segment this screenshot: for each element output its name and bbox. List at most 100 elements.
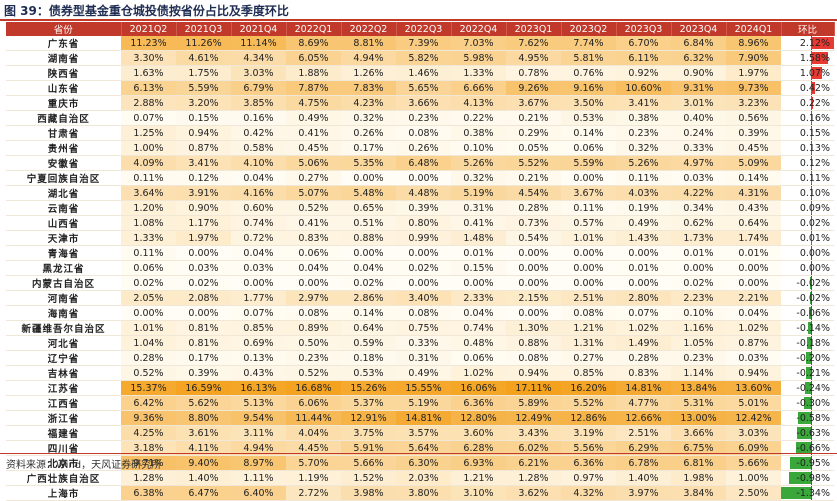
value-cell: 0.10% (451, 141, 506, 156)
value-cell: 2.97% (286, 291, 341, 306)
value-cell: 3.84% (671, 486, 726, 501)
value-cell: 6.66% (451, 81, 506, 96)
qoq-value: 0.00% (800, 248, 830, 259)
value-cell: 1.02% (726, 321, 781, 336)
value-cell: 0.49% (616, 216, 671, 231)
value-cell: 0.02% (396, 261, 451, 276)
value-cell: 0.00% (561, 246, 616, 261)
value-cell: 0.03% (726, 351, 781, 366)
value-cell: 1.02% (616, 321, 671, 336)
value-cell: 0.39% (396, 201, 451, 216)
value-cell: 0.94% (726, 366, 781, 381)
value-cell: 0.10% (671, 306, 726, 321)
value-cell: 0.92% (616, 66, 671, 81)
value-cell: 4.16% (231, 186, 286, 201)
value-cell: 5.31% (671, 396, 726, 411)
province-cell: 江西省 (6, 396, 121, 411)
qoq-value: -0.02% (796, 293, 830, 304)
column-header: 2023Q4 (671, 22, 726, 36)
value-cell: 7.83% (341, 81, 396, 96)
column-header: 2023Q1 (506, 22, 561, 36)
value-cell: 1.05% (671, 336, 726, 351)
value-cell: 0.43% (726, 201, 781, 216)
qoq-cell: -0.06% (781, 306, 834, 321)
qoq-value: 0.01% (800, 233, 830, 244)
value-cell: 3.60% (451, 426, 506, 441)
value-cell: 11.14% (231, 36, 286, 51)
value-cell: 1.98% (671, 471, 726, 486)
value-cell: 1.08% (121, 216, 176, 231)
value-cell: 0.08% (506, 351, 561, 366)
value-cell: 0.41% (286, 216, 341, 231)
value-cell: 0.32% (451, 171, 506, 186)
value-cell: 4.97% (671, 156, 726, 171)
value-cell: 9.40% (176, 456, 231, 471)
qoq-value: 0.00% (800, 263, 830, 274)
value-cell: 0.14% (726, 171, 781, 186)
value-cell: 0.00% (231, 276, 286, 291)
value-cell: 0.23% (671, 351, 726, 366)
province-cell: 云南省 (6, 201, 121, 216)
value-cell: 5.52% (506, 156, 561, 171)
value-cell: 1.21% (451, 471, 506, 486)
qoq-value: -0.98% (796, 473, 830, 484)
value-cell: 0.06% (451, 351, 506, 366)
qoq-cell: 0.00% (781, 261, 834, 276)
qoq-value: 0.16% (800, 113, 830, 124)
value-cell: 0.87% (176, 141, 231, 156)
value-cell: 6.47% (176, 486, 231, 501)
qoq-value: -0.02% (796, 278, 830, 289)
value-cell: 5.89% (506, 396, 561, 411)
value-cell: 5.09% (726, 156, 781, 171)
value-cell: 7.87% (286, 81, 341, 96)
value-cell: 0.00% (286, 276, 341, 291)
value-cell: 1.33% (121, 231, 176, 246)
value-cell: 0.00% (451, 276, 506, 291)
value-cell: 2.50% (726, 486, 781, 501)
value-cell: 0.28% (121, 351, 176, 366)
value-cell: 3.03% (726, 426, 781, 441)
province-cell: 青海省 (6, 246, 121, 261)
value-cell: 1.14% (671, 366, 726, 381)
value-cell: 0.03% (176, 261, 231, 276)
value-cell: 1.16% (671, 321, 726, 336)
value-cell: 0.64% (726, 216, 781, 231)
value-cell: 9.73% (726, 81, 781, 96)
value-cell: 0.00% (506, 246, 561, 261)
province-cell: 广东省 (6, 36, 121, 51)
value-cell: 16.68% (286, 381, 341, 396)
value-cell: 1.00% (726, 471, 781, 486)
province-cell: 海南省 (6, 306, 121, 321)
figure-title-text: 图 39：债券型基金重仓城投债按省份占比及季度环比 (4, 2, 289, 19)
value-cell: 0.21% (506, 111, 561, 126)
value-cell: 4.03% (616, 186, 671, 201)
province-cell: 福建省 (6, 426, 121, 441)
qoq-cell: 0.22% (781, 96, 834, 111)
value-cell: 3.03% (231, 66, 286, 81)
value-cell: 6.93% (451, 456, 506, 471)
qoq-value: -0.30% (796, 398, 830, 409)
value-cell: 4.23% (341, 96, 396, 111)
value-cell: 0.45% (726, 141, 781, 156)
qoq-value: -0.18% (796, 338, 830, 349)
value-cell: 0.00% (561, 261, 616, 276)
qoq-cell: -1.34% (781, 486, 834, 501)
value-cell: 7.62% (506, 36, 561, 51)
value-cell: 0.07% (616, 306, 671, 321)
value-cell: 4.34% (231, 51, 286, 66)
value-cell: 4.22% (671, 186, 726, 201)
value-cell: 0.03% (231, 261, 286, 276)
value-cell: 0.00% (396, 246, 451, 261)
value-cell: 0.07% (231, 306, 286, 321)
value-cell: 0.01% (451, 246, 506, 261)
value-cell: 1.63% (121, 66, 176, 81)
value-cell: 4.54% (506, 186, 561, 201)
value-cell: 6.21% (506, 456, 561, 471)
value-cell: 12.42% (726, 411, 781, 426)
value-cell: 1.97% (176, 231, 231, 246)
value-cell: 1.30% (506, 321, 561, 336)
value-cell: 0.33% (671, 141, 726, 156)
